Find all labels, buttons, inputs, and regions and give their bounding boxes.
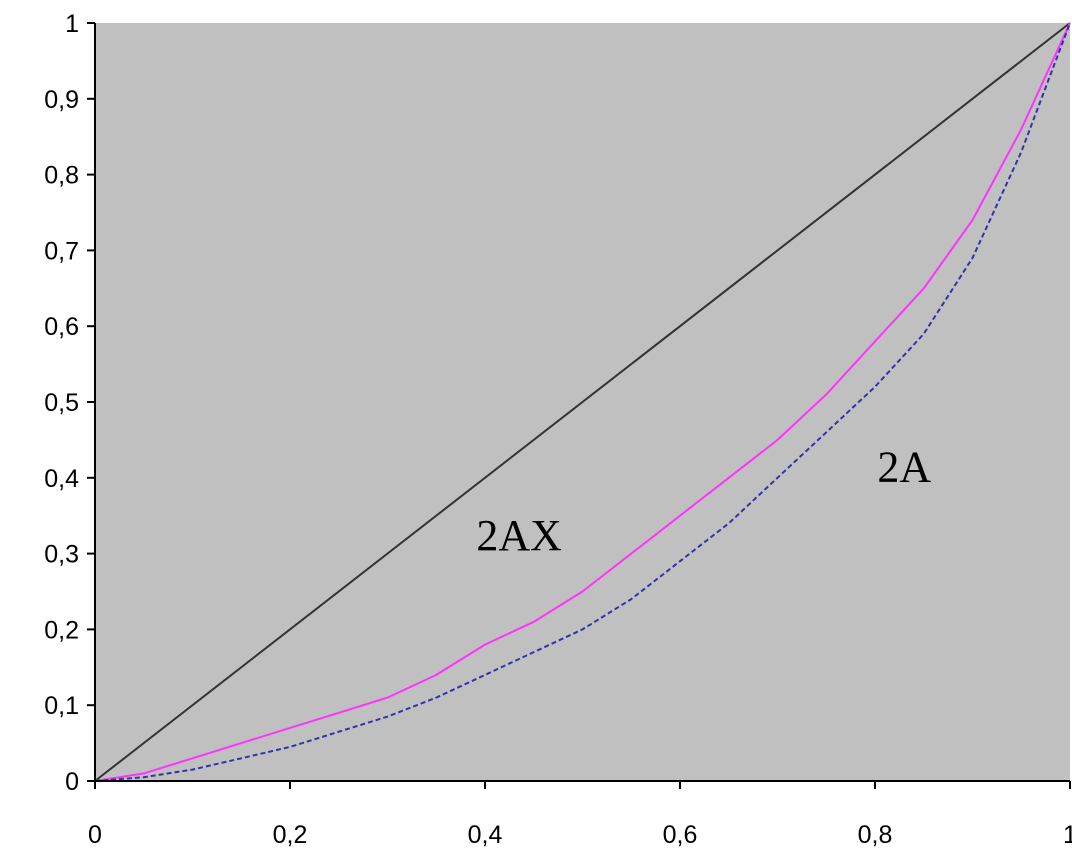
y-tick-label: 0 — [65, 768, 79, 796]
y-tick-label: 0,6 — [44, 313, 79, 341]
series-line-2 — [94, 22, 1071, 782]
series-annotation-label: 2A — [877, 443, 931, 492]
y-tick-label: 0,2 — [44, 616, 79, 644]
y-tick-label: 0,5 — [44, 389, 79, 417]
series-layer — [94, 22, 1071, 782]
series-line-3 — [94, 22, 1071, 782]
x-tick-label: 0 — [88, 821, 102, 849]
x-tick-label: 0,2 — [273, 821, 308, 849]
y-tick-label: 1 — [65, 10, 79, 38]
x-tick-label: 0,8 — [858, 821, 893, 849]
y-tick-label: 0,7 — [44, 237, 79, 265]
series-annotation-label: 2AX — [476, 511, 562, 560]
y-tick-label: 0,1 — [44, 692, 79, 720]
y-tick-label: 0,3 — [44, 541, 79, 569]
annotation-layer: 2AX 2A — [476, 443, 931, 560]
series-line-1 — [94, 22, 1071, 782]
x-tick-label: 1 — [1063, 821, 1072, 849]
x-tick-label: 0,6 — [663, 821, 698, 849]
x-tick-label: 0,4 — [468, 821, 503, 849]
y-tick-label: 0,8 — [44, 162, 79, 190]
y-tick-label: 0,4 — [44, 465, 79, 493]
y-tick-label: 0,9 — [44, 86, 79, 114]
tick-label-layer: 0 0,1 0,2 0,3 0,4 0,5 0,6 0,7 0,8 0,9 1 0 0,2 0,4 0,6 0… — [44, 10, 1072, 849]
